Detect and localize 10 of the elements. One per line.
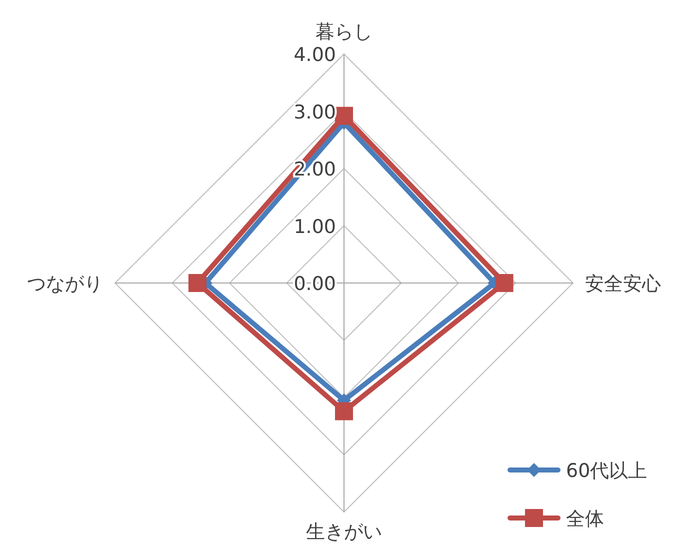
spoke-label: 安全安心: [585, 273, 661, 295]
y-tick-label: 0.00: [294, 273, 336, 295]
y-tick-label: 4.00: [294, 44, 336, 66]
y-tick-label: 1.00: [294, 216, 336, 238]
legend-label: 全体: [566, 508, 604, 530]
spoke-label: 暮らし: [316, 21, 372, 43]
y-tick-label: 3.00: [294, 101, 336, 124]
spoke-label: 生きがい: [306, 521, 382, 543]
spoke-label: つながり: [27, 273, 103, 295]
legend-label: 60代以上: [566, 460, 648, 482]
